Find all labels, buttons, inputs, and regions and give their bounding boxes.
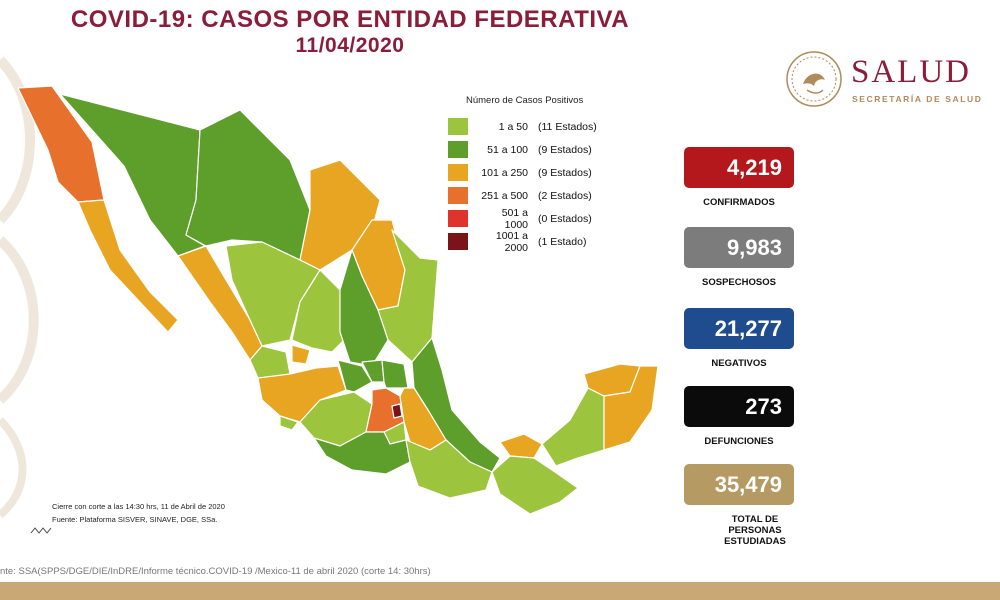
stat-label: SOSPECHOSOS	[702, 277, 776, 288]
legend-range: 501 a 1000	[501, 206, 528, 231]
legend-item: 1001 a 2000 (1 Estado)	[440, 229, 640, 254]
state-oaxaca	[405, 439, 493, 499]
state-chiapas	[491, 455, 579, 515]
mexico-map	[17, 85, 659, 515]
background-watermark	[0, 56, 39, 519]
footnote-source: Fuente: Plataforma SISVER, SINAVE, DGE, …	[52, 515, 218, 524]
legend-swatch	[448, 210, 468, 227]
legend-item: 51 a 100 (9 Estados)	[440, 138, 640, 161]
state-chihuahua	[185, 109, 311, 261]
state-guanajuato	[337, 359, 373, 393]
legend-range: 251 a 500	[481, 189, 528, 202]
bottom-bar	[0, 582, 1000, 600]
legend-count: (2 Estados)	[538, 189, 592, 202]
stat-value: 9,983	[684, 227, 794, 268]
page-date: 11/04/2020	[295, 34, 405, 57]
stat-value: 21,277	[684, 308, 794, 349]
legend-count: (11 Estados)	[538, 120, 597, 133]
legend-swatch	[448, 118, 468, 135]
state-jalisco	[257, 365, 347, 423]
legend-title: Número de Casos Positivos	[466, 95, 584, 106]
stat-label: CONFIRMADOS	[703, 197, 775, 208]
stat-value: 4,219	[684, 147, 794, 188]
legend-count: (0 Estados)	[538, 212, 592, 225]
state-zacatecas	[291, 269, 353, 353]
state-hidalgo	[381, 359, 409, 389]
stat-negativos: 21,277 NEGATIVOS	[684, 308, 794, 369]
state-campeche	[541, 387, 605, 467]
state-aguascalientes	[291, 344, 311, 365]
legend-swatch	[448, 141, 468, 158]
stat-label: DEFUNCIONES	[704, 436, 774, 447]
legend-item: 251 a 500 (2 Estados)	[440, 184, 640, 207]
state-colima	[279, 415, 299, 431]
stat-value: 273	[684, 386, 794, 427]
stat-sospechosos: 9,983 SOSPECHOSOS	[684, 227, 794, 288]
stat-confirmados: 4,219 CONFIRMADOS	[684, 147, 794, 208]
state-durango	[225, 241, 321, 347]
legend-item: 1 a 50 (11 Estados)	[440, 115, 640, 138]
legend-item: 501 a 1000 (0 Estados)	[440, 206, 640, 231]
legend-count: (1 Estado)	[538, 235, 587, 248]
legend-range: 51 a 100	[487, 143, 528, 156]
state-tabasco	[499, 433, 543, 459]
logo-subtitle: SECRETARÍA DE SALUD	[852, 94, 983, 104]
legend-count: (9 Estados)	[538, 143, 592, 156]
footnote-cutoff: Cierre con corte a las 14:30 hrs, 11 de …	[52, 502, 225, 511]
state-quintana-roo	[603, 365, 659, 451]
logo-name: SALUD	[851, 54, 972, 90]
state-baja-california-sur	[77, 199, 179, 333]
legend-count: (9 Estados)	[538, 166, 592, 179]
source-line: nte: SSA(SPPS/DGE/DIE/InDRE/Informe técn…	[0, 566, 431, 577]
stat-value: 35,479	[684, 464, 794, 505]
state-ciudad-de-mexico	[391, 403, 403, 419]
page-title: COVID-19: CASOS POR ENTIDAD FEDERATIVA	[70, 6, 630, 33]
legend-range: 101 a 250	[481, 166, 528, 179]
legend-range: 1001 a 2000	[495, 229, 528, 254]
coat-of-arms-icon	[786, 51, 842, 107]
legend-swatch	[448, 187, 468, 204]
stat-label: TOTAL DE PERSONAS ESTUDIADAS	[724, 514, 786, 547]
stat-total-estudiadas: 35,479 TOTAL DE PERSONAS ESTUDIADAS	[684, 464, 794, 547]
salud-logo: SALUD SECRETARÍA DE SALUD	[785, 50, 1000, 110]
legend-range: 1 a 50	[498, 120, 528, 133]
legend-swatch	[448, 164, 468, 181]
stat-label: NEGATIVOS	[711, 358, 767, 369]
map-legend: Número de Casos Positivos 1 a 50 (11 Est…	[440, 95, 640, 254]
footnote: Cierre con corte a las 14:30 hrs, 11 de …	[52, 500, 225, 526]
stat-defunciones: 273 DEFUNCIONES	[684, 386, 794, 447]
wave-icon	[30, 527, 52, 534]
legend-swatch	[448, 233, 468, 250]
state-tamaulipas	[377, 229, 439, 363]
legend-item: 101 a 250 (9 Estados)	[440, 161, 640, 184]
